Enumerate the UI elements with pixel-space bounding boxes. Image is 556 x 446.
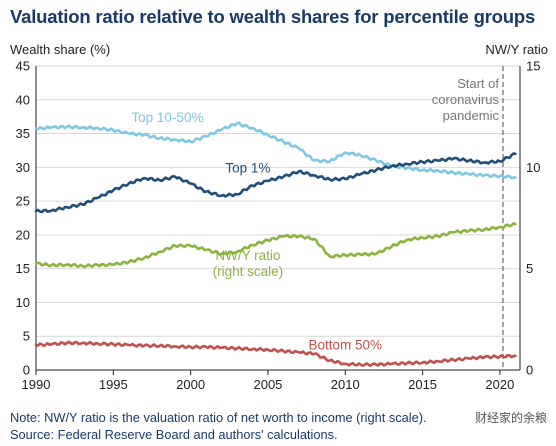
y-left-tick-label: 0 xyxy=(23,363,30,378)
y-left-tick-label: 15 xyxy=(16,261,30,276)
series-label: NW/Y ratio xyxy=(215,248,280,263)
chart-title: Valuation ratio relative to wealth share… xyxy=(10,6,536,27)
chart-source: Source: Federal Reserve Board and author… xyxy=(10,427,338,442)
y-right-tick-label: 5 xyxy=(526,261,533,276)
watermark: 财经家的余粮 xyxy=(471,408,550,427)
x-tick-label: 1995 xyxy=(99,377,128,392)
chart-note: Note: NW/Y ratio is the valuation ratio … xyxy=(10,410,427,425)
x-tick-label: 2020 xyxy=(485,377,514,392)
line-chart: 0 5 10 15 20 25 30 35 40 45 0 5 10 15 1990 1995 2000 2005… xyxy=(16,59,541,393)
x-tick-label: 2000 xyxy=(176,377,205,392)
x-tick-label: 2005 xyxy=(253,377,282,392)
axes: 0 5 10 15 20 25 30 35 40 45 0 5 10 15 1990 1995 2000 2005… xyxy=(16,59,541,393)
series-labels: Top 10-50% Top 1% NW/Y ratio(right scale) B… xyxy=(131,110,382,353)
pandemic-label: coronavirus xyxy=(432,92,500,107)
y-right-tick-label: 0 xyxy=(526,363,533,378)
y-left-tick-label: 30 xyxy=(16,160,30,175)
y-left-tick-label: 25 xyxy=(16,194,30,209)
y-left-tick-label: 10 xyxy=(16,295,30,310)
x-tick-label: 2010 xyxy=(331,377,360,392)
y-left-tick-label: 40 xyxy=(16,92,30,107)
x-tick-label: 2015 xyxy=(408,377,437,392)
y-left-tick-label: 5 xyxy=(23,329,30,344)
y-left-tick-label: 35 xyxy=(16,126,30,141)
gridlines xyxy=(36,65,520,337)
y-left-tick-label: 45 xyxy=(16,59,30,74)
pandemic-label: Start of xyxy=(457,76,499,91)
y-right-tick-label: 10 xyxy=(526,160,540,175)
series-label: Top 10-50% xyxy=(131,110,203,125)
series-label: Bottom 50% xyxy=(308,338,382,353)
pandemic-label: pandemic xyxy=(443,108,500,123)
x-tick-label: 1990 xyxy=(22,377,51,392)
series-lines xyxy=(34,121,517,368)
series-line xyxy=(34,340,517,368)
series-label: Top 1% xyxy=(225,161,270,176)
y-axis-left-title: Wealth share (%) xyxy=(10,42,111,57)
y-axis-right-title: NW/Y ratio xyxy=(485,42,548,57)
y-left-tick-label: 20 xyxy=(16,227,30,242)
series-line xyxy=(34,121,517,180)
series-label: (right scale) xyxy=(213,264,284,279)
series-line xyxy=(34,152,517,214)
y-right-tick-label: 15 xyxy=(526,59,540,74)
series-line xyxy=(34,222,517,269)
